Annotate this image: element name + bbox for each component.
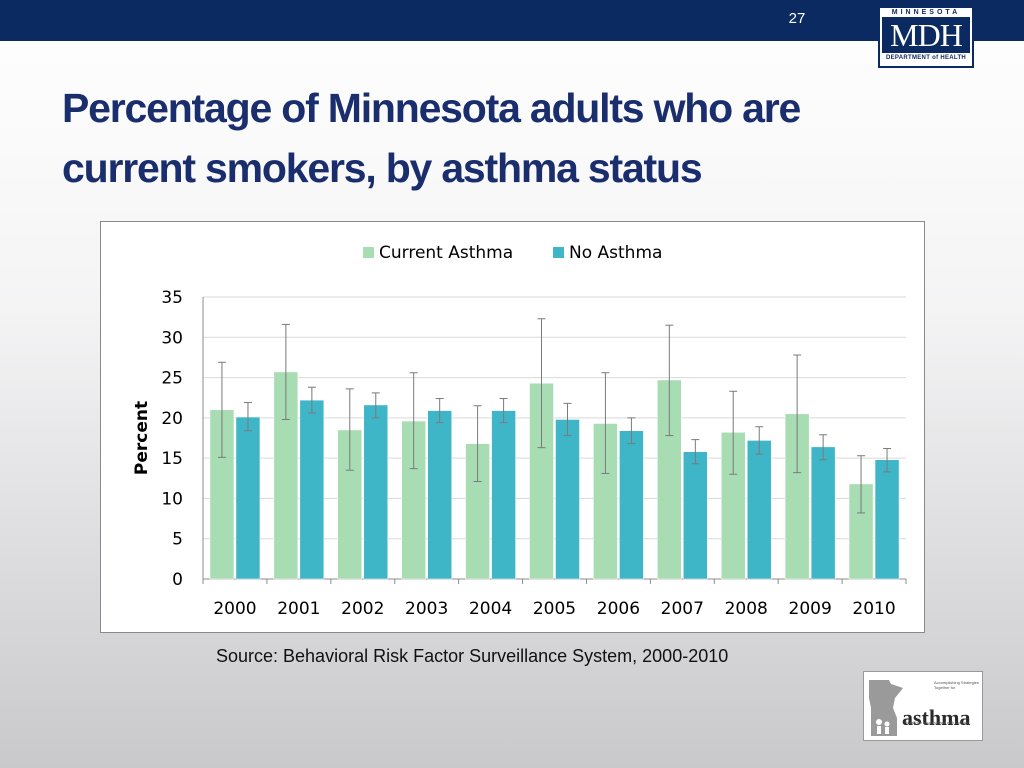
bar-no-asthma xyxy=(555,419,580,580)
y-tick-label: 0 xyxy=(172,570,183,590)
bar-no-asthma xyxy=(235,416,261,580)
y-tick-label: 15 xyxy=(161,449,183,469)
x-tick-label: 2000 xyxy=(213,599,256,619)
bar-no-asthma xyxy=(299,399,325,580)
y-tick-label: 35 xyxy=(161,288,183,308)
bar-no-asthma xyxy=(683,451,708,580)
logo-mid-text: MDH xyxy=(882,17,970,53)
minnesota-map-icon xyxy=(869,680,903,736)
logo-top-text: MINNESOTA xyxy=(891,9,961,16)
asthma-wordmark: asthma xyxy=(902,705,971,730)
y-tick-label: 10 xyxy=(161,489,183,509)
x-tick-label: 2004 xyxy=(469,599,512,619)
legend-label: No Asthma xyxy=(569,243,662,263)
bar-no-asthma xyxy=(810,446,836,580)
mdh-logo: MINNESOTA MDH DEPARTMENT of HEALTH xyxy=(878,6,974,68)
x-tick-label: 2001 xyxy=(277,599,320,619)
asthma-tagline-top: Accomplishing Strategies Together for xyxy=(934,680,979,690)
slide-title: Percentage of Minnesota adults who are c… xyxy=(62,85,801,191)
asthma-tagline-bottom: Healthier Minnesotans with Asthma xyxy=(906,720,969,725)
bar-no-asthma xyxy=(491,410,516,580)
x-tick-label: 2003 xyxy=(405,599,448,619)
bar-no-asthma xyxy=(427,410,452,580)
x-tick-label: 2010 xyxy=(852,599,895,619)
x-tick-label: 2006 xyxy=(597,599,640,619)
y-tick-label: 20 xyxy=(161,409,183,429)
legend-swatch xyxy=(553,247,564,258)
y-axis-title: Percent xyxy=(132,401,152,475)
bar-no-asthma xyxy=(363,404,389,580)
x-tick-label: 2002 xyxy=(341,599,384,619)
asthma-logo: Accomplishing Strategies Together for as… xyxy=(863,671,983,741)
bar-no-asthma xyxy=(619,430,644,580)
x-tick-label: 2005 xyxy=(533,599,576,619)
logo-bottom-text: DEPARTMENT of HEALTH xyxy=(885,55,967,61)
legend-label: Current Asthma xyxy=(379,243,513,263)
source-note: Source: Behavioral Risk Factor Surveilla… xyxy=(216,646,729,666)
chart-frame: 0 5 10 15 20 25 30 35 Percent 2000 2001 2002 2003 200… xyxy=(100,221,925,633)
bar-no-asthma xyxy=(746,440,772,580)
bar-chart: 0 5 10 15 20 25 30 35 Percent 2000 2001 2002 2003 200… xyxy=(132,243,907,619)
bar-no-asthma xyxy=(874,459,900,580)
y-tick-label: 30 xyxy=(161,328,183,348)
x-tick-label: 2008 xyxy=(725,599,768,619)
x-tick-label: 2007 xyxy=(661,599,704,619)
x-tick-label: 2009 xyxy=(789,599,832,619)
y-tick-label: 5 xyxy=(172,530,183,550)
page-number: 27 xyxy=(788,10,806,27)
legend-swatch xyxy=(363,247,374,258)
y-tick-label: 25 xyxy=(161,369,183,389)
header-bar xyxy=(0,0,1024,41)
